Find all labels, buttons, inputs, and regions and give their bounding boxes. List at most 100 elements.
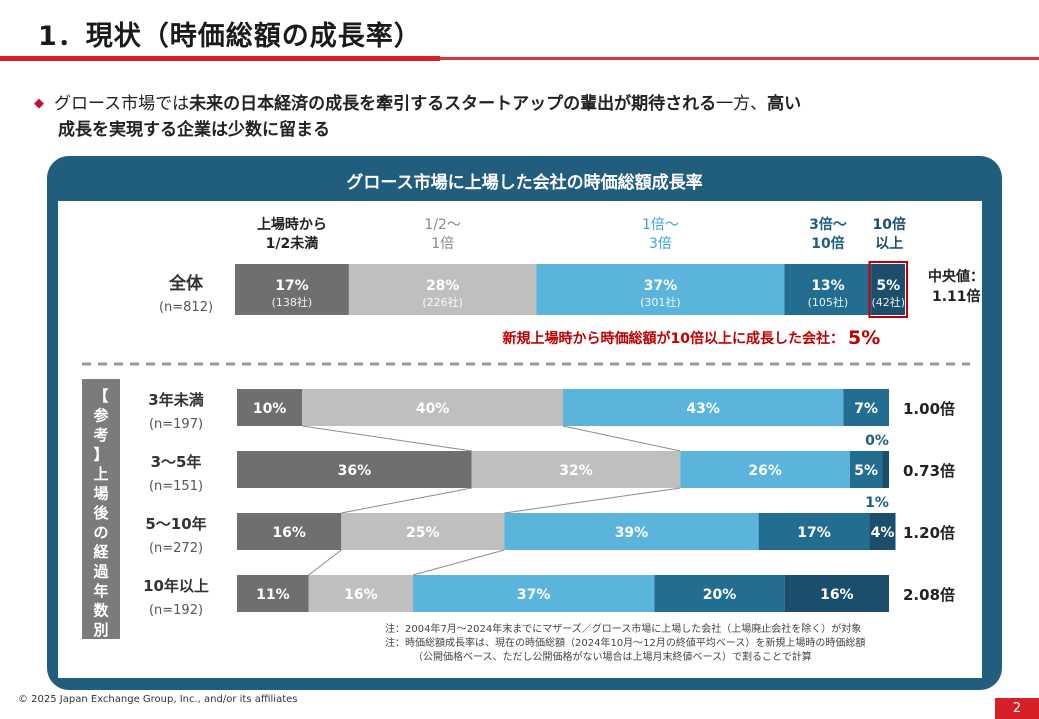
- chart-panel: グロース市場に上場した会社の時価総額成長率 17% (138社) 28% (226社)…: [47, 156, 1002, 690]
- chart-title: グロース市場に上場した会社の時価総額成長率: [346, 173, 703, 193]
- row-0-value-label-1: 40%: [416, 401, 450, 417]
- category-header-4-line-0: 10倍: [873, 216, 906, 233]
- category-header-4-line-1: 以上: [875, 236, 903, 252]
- lead-prefix: グロース市場では: [54, 94, 190, 114]
- row-3-value-label-1: 16%: [344, 587, 378, 603]
- category-header-3-line-1: 10倍: [811, 235, 844, 252]
- row-1-bar-segment-3: [849, 451, 883, 488]
- row-0-value-label-2: 43%: [686, 401, 720, 417]
- category-header-1-line-1: 1倍: [431, 236, 454, 252]
- row-1-bar-segment-4: [882, 451, 889, 488]
- row-1-bar-segment-0: [237, 451, 472, 488]
- overall-bar-segment-1: [348, 264, 537, 315]
- lead-line-2: 成長を実現する企業は少数に留まる: [58, 120, 330, 140]
- overall-value-label-1: 28%: [426, 278, 460, 294]
- reference-label-box: [82, 379, 120, 639]
- row-3-n: (n=192): [149, 603, 203, 618]
- category-header-2-line-0: 1倍～: [642, 217, 679, 233]
- reference-label-char-3: 】: [93, 446, 108, 464]
- row-1-bar-segment-1: [471, 451, 681, 488]
- row-2-bar-segment-1: [341, 513, 505, 550]
- overall-count-label-1: (226社): [422, 295, 463, 309]
- lead-mid: 一方、: [716, 94, 768, 114]
- row-2-value-label-2: 39%: [615, 525, 649, 541]
- row-1-label: 3～5年: [151, 453, 202, 471]
- row-2-bar-segment-2: [504, 513, 759, 550]
- reference-label-char-10: 年: [93, 582, 108, 600]
- row-1-n: (n=151): [149, 479, 203, 494]
- overall-bar-segment-3: [784, 264, 872, 315]
- row-2-value-label-4: 4%: [871, 525, 895, 541]
- reference-label-char-6: 後: [92, 504, 109, 522]
- row-connector-1-2: [504, 487, 681, 514]
- row-3-bar-segment-4: [784, 575, 889, 612]
- page-number: 2: [995, 698, 1039, 719]
- overall-value-label-4: 5%: [876, 278, 900, 294]
- title-underline: [0, 56, 440, 61]
- row-0-bar-segment-2: [563, 389, 844, 426]
- callout-text: 新規上場時から時価総額が10倍以上に成長した会社：: [503, 330, 844, 347]
- reference-label-char-8: 経: [93, 543, 109, 561]
- footnote-2: （公開価格ベース、ただし公開価格がない場合は上場月末終値ベース）で割ることで計算: [413, 650, 812, 663]
- overall-value-label-0: 17%: [275, 278, 309, 294]
- reference-label-char-11: 数: [93, 602, 109, 620]
- overall-bar-segment-2: [536, 264, 785, 315]
- row-0-value-label-3: 7%: [854, 401, 878, 417]
- overall-bar-segment-4: [871, 264, 905, 315]
- page-title: 1．現状（時価総額の成長率）: [38, 21, 422, 52]
- overall-value-label-2: 37%: [644, 278, 678, 294]
- overall-highlight-box: [868, 261, 908, 318]
- reference-label-char-5: 場: [93, 485, 108, 503]
- overall-row-n: (n=812): [159, 300, 213, 315]
- row-2-bar-segment-0: [237, 513, 342, 550]
- lead-bold-2: 高い: [767, 94, 802, 114]
- category-header-3-line-0: 3倍～: [809, 216, 847, 233]
- reference-label-char-4: 上: [93, 465, 108, 483]
- row-1-value-label-4: 1%: [865, 495, 889, 511]
- reference-label-char-7: の: [93, 524, 108, 542]
- row-2-value-label-3: 17%: [797, 525, 831, 541]
- row-3-bar-segment-1: [308, 575, 414, 612]
- category-header-2-line-1: 3倍: [649, 236, 672, 252]
- row-1-value-label-2: 26%: [748, 463, 782, 479]
- overall-median-label: 中央値：: [928, 268, 982, 285]
- row-2-value-label-0: 16%: [272, 525, 306, 541]
- reference-label-char-0: 【: [93, 387, 108, 405]
- row-0-value-label-4: 0%: [865, 433, 889, 449]
- row-2-label: 5～10年: [145, 515, 206, 533]
- row-connector-2-2: [412, 549, 505, 576]
- row-0-bar-segment-3: [843, 389, 889, 426]
- row-3-label: 10年以上: [143, 577, 209, 595]
- row-connector-1-1: [341, 487, 472, 514]
- footnote-0: 注：2004年7月～2024年末までにマザーズ／グロース市場に上場した会社（上場…: [385, 622, 861, 635]
- row-2-value-label-1: 25%: [406, 525, 440, 541]
- row-0-label: 3年未満: [148, 391, 203, 409]
- reference-label-char-9: 過: [92, 563, 109, 581]
- row-0-n: (n=197): [149, 417, 203, 432]
- row-3-bar-segment-0: [237, 575, 309, 612]
- lead-text: ◆ グロース市場では未来の日本経済の成長を牽引するスタートアップの輩出が期待される…: [34, 92, 1014, 142]
- row-3-median: 2.08倍: [903, 586, 955, 604]
- row-3-value-label-2: 37%: [517, 587, 551, 603]
- row-3-bar-segment-2: [413, 575, 655, 612]
- reference-label-char-12: 別: [92, 621, 108, 639]
- category-header-0-line-0: 上場時から: [257, 216, 327, 233]
- overall-count-label-2: (301社): [640, 295, 681, 309]
- row-3-value-label-0: 11%: [256, 587, 290, 603]
- category-header-0-line-1: 1/2未満: [266, 235, 319, 252]
- growth-chart-svg: 17%(138社)28%(226社)37%(301社)13%(105社)5%(4…: [82, 216, 982, 663]
- row-1-value-label-1: 32%: [559, 463, 593, 479]
- lead-bold-1: 未来の日本経済の成長を牽引するスタートアップの輩出が期待される: [189, 94, 717, 114]
- row-0-value-label-0: 10%: [253, 401, 287, 417]
- chart-area: 17% (138社) 28% (226社) 37% (301社) 13% (105社) 5% (4…: [58, 201, 982, 678]
- title-underline-tail: [440, 57, 1039, 60]
- footnote-1: 注：時価総額成長率は、現在の時価総額（2024年10月～12月の終値平均ベース）…: [385, 636, 865, 649]
- row-0-median: 1.00倍: [903, 400, 955, 418]
- overall-median-value: 1.11倍: [932, 288, 981, 305]
- row-3-value-label-4: 16%: [820, 587, 854, 603]
- row-1-value-label-3: 5%: [854, 463, 878, 479]
- overall-count-label-0: (138社): [272, 295, 313, 309]
- overall-row-label: 全体: [168, 273, 204, 294]
- row-1-bar-segment-2: [680, 451, 850, 488]
- overall-count-label-3: (105社): [808, 295, 849, 309]
